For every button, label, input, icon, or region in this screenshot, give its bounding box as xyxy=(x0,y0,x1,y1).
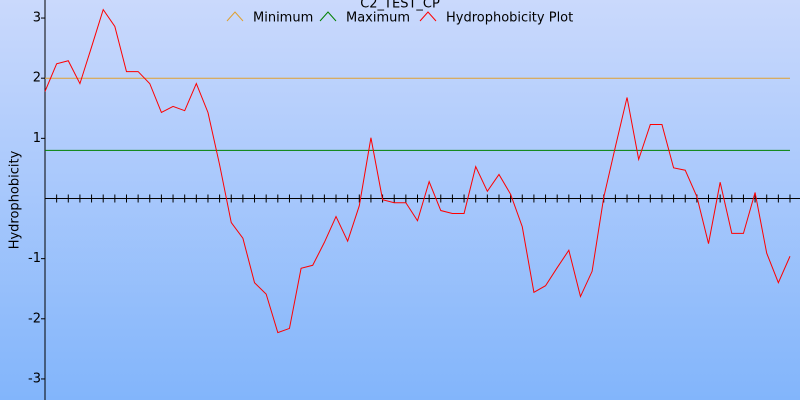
y-tick-label: 3 xyxy=(33,11,41,26)
legend-icon xyxy=(226,11,244,22)
legend-label: Hydrophobicity Plot xyxy=(446,11,573,26)
legend-label: Maximum xyxy=(346,11,410,26)
legend-icon xyxy=(319,11,337,22)
legend-label: Minimum xyxy=(253,11,313,26)
y-tick-label: -1 xyxy=(28,251,41,266)
y-axis-label: Hydrophobicity xyxy=(8,150,23,249)
chart-title: C2_TEST_CP xyxy=(360,0,440,12)
y-tick-label: 2 xyxy=(33,71,41,86)
y-tick-label: 1 xyxy=(33,131,41,146)
data-line xyxy=(44,8,791,334)
y-tick-label: -3 xyxy=(28,371,41,386)
legend-icon xyxy=(419,11,437,22)
y-tick-label: -2 xyxy=(28,311,41,326)
